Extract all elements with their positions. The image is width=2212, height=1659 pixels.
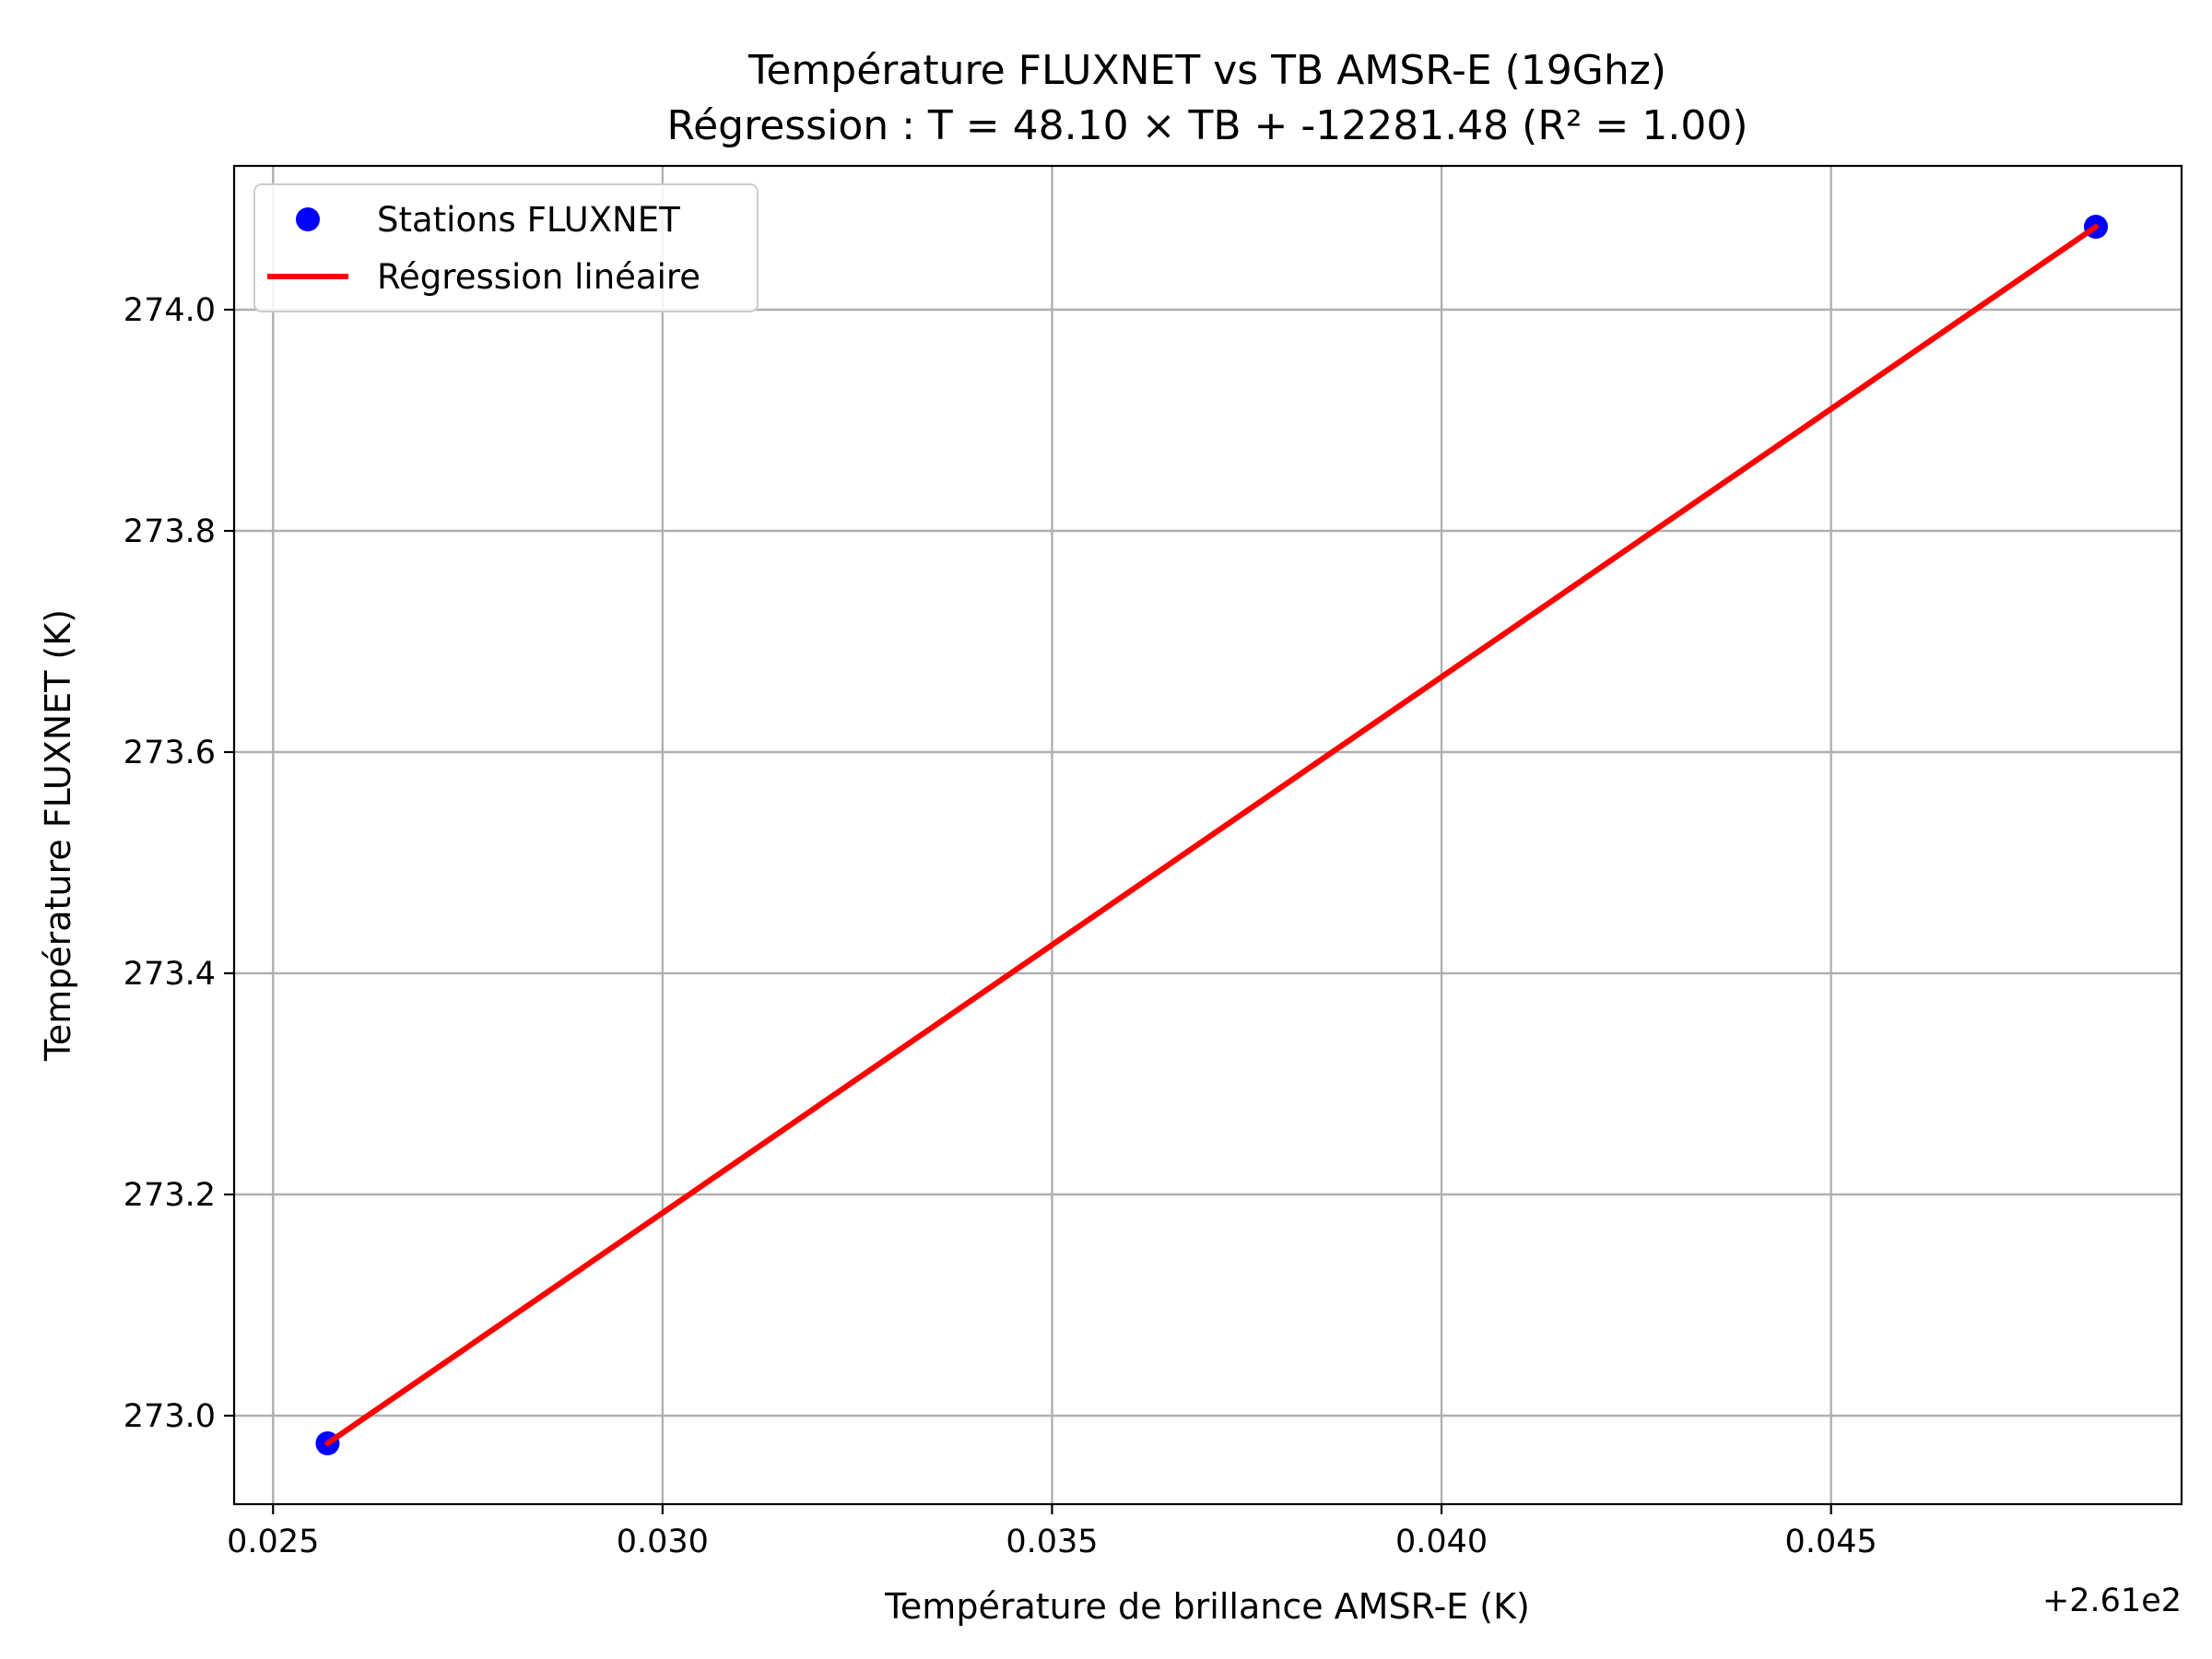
legend-marker-stations [296,207,320,231]
y-tick-label: 273.6 [124,735,216,771]
y-tick-label: 273.8 [124,513,216,550]
x-tick-label: 0.025 [227,1524,319,1560]
x-tick-label: 0.045 [1785,1524,1877,1560]
legend: Stations FLUXNET Régression linéaire [253,183,759,312]
chart-subtitle: Régression : T = 48.10 × TB + -12281.48 … [666,102,1747,149]
y-tick-label: 273.0 [124,1398,216,1435]
legend-label-stations: Stations FLUXNET [377,200,680,240]
chart-title: Température FLUXNET vs TB AMSR-E (19Ghz) [747,47,1666,94]
grid-layer [234,166,2182,1504]
y-tick-label: 274.0 [124,292,216,329]
x-axis-label: Température de brillance AMSR-E (K) [884,1586,1530,1627]
x-tick-label: 0.030 [617,1524,709,1560]
legend-box [253,183,759,312]
x-tick-label: 0.035 [1006,1524,1098,1560]
regression-line-overlay [324,224,2100,1446]
y-axis-label: Température FLUXNET (K) [38,609,78,1062]
x-offset-label: +2.61e2 [2042,1583,2182,1619]
y-tick-label: 273.4 [124,956,216,993]
series-layer [315,215,2109,1455]
x-tick-label: 0.040 [1395,1524,1488,1560]
plot-frame [232,164,2183,1506]
y-tick-label: 273.2 [124,1177,216,1214]
legend-label-regression: Régression linéaire [377,257,700,297]
tick-layer: 0.025 0.030 0.035 0.040 0.045 273.0 273.2 273.4… [124,292,1877,1560]
